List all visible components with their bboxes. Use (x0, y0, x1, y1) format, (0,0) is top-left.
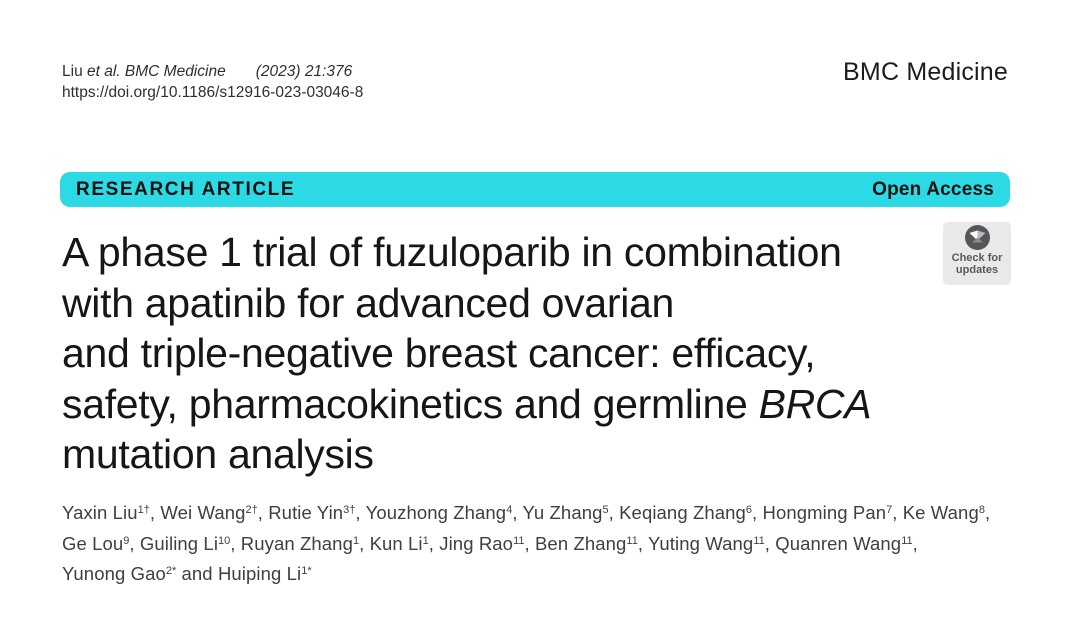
author-name: Rutie Yin (268, 502, 344, 523)
check-for-updates-badge[interactable]: Check for updates (943, 222, 1011, 285)
author-name: Quanren Wang (775, 532, 902, 554)
author-name: Yunong Gao (62, 563, 166, 584)
article-type-banner: RESEARCH ARTICLE Open Access (60, 172, 1010, 207)
citation-source: et al. BMC Medicine (87, 63, 226, 80)
author-affiliation-sup: 6 (745, 504, 753, 516)
article-type-label: RESEARCH ARTICLE (76, 178, 296, 200)
author-name: Jing Rao (439, 532, 514, 554)
author-affiliation-sup: 1* (301, 565, 312, 577)
article-title-line: safety, pharmacokinetics and germline BR… (62, 380, 872, 427)
author-name: Yaxin Liu (62, 502, 138, 523)
crossmark-icon (964, 222, 991, 251)
author-name: Huiping Li (217, 563, 302, 584)
author-name: Ruyan Zhang (240, 532, 353, 554)
article-title-line: and triple-negative breast cancer: effic… (62, 330, 816, 376)
doi-link[interactable]: https://doi.org/10.1186/s12916-023-03046… (62, 84, 364, 101)
article-title: A phase 1 trial of fuzuloparib in combin… (62, 227, 947, 480)
author-affiliation-sup: 11 (753, 534, 765, 547)
author-list-line: Yunong Gao2* and Huiping Li1* (62, 563, 312, 584)
crossmark-label-line1: Check for (951, 252, 1003, 264)
author-affiliation-sup: 11 (513, 534, 525, 547)
author-name: Wei Wang (160, 502, 246, 523)
author-name: Guiling Li (139, 532, 219, 554)
author-affiliation-sup: 9 (123, 534, 130, 547)
author-affiliation-sup: 2† (245, 504, 258, 516)
author-affiliation-sup: 3† (343, 504, 356, 516)
author-name: Kun Li (369, 532, 423, 554)
author-affiliation-sup: 7 (886, 504, 893, 516)
journal-name: BMC Medicine (843, 58, 1008, 86)
author-name: Keqiang Zhang (619, 502, 746, 523)
article-title-line: with apatinib for advanced ovarian (62, 279, 675, 326)
author-list-line: Yaxin Liu1†, Wei Wang2†, Rutie Yin3†, Yo… (62, 502, 991, 523)
author-affiliation-sup: 2* (165, 565, 177, 577)
author-affiliation-sup: 11 (626, 534, 638, 547)
author-list-line: Ge Lou9, Guiling Li10, Ruyan Zhang1, Kun… (62, 532, 918, 554)
author-affiliation-sup: 11 (901, 534, 913, 547)
citation-ref: (2023) 21:376 (255, 63, 353, 80)
author-affiliation-sup: 1 (422, 534, 429, 547)
author-name: Yu Zhang (522, 502, 603, 523)
crossmark-label-line2: updates (955, 264, 999, 276)
author-affiliation-sup: 4 (506, 504, 513, 516)
author-name: Ke Wang (902, 502, 979, 523)
author-affiliation-sup: 8 (978, 504, 985, 516)
author-affiliation-sup: 1† (137, 504, 150, 516)
author-name: Ben Zhang (534, 532, 627, 554)
citation-line: Liu et al. BMC Medicine (2023) 21:376 (62, 60, 352, 84)
author-list: Yaxin Liu1†, Wei Wang2†, Rutie Yin3†, Yo… (62, 498, 1022, 590)
author-affiliation-sup: 1 (352, 534, 360, 547)
author-name: Yuting Wang (647, 532, 754, 554)
article-title-line: A phase 1 trial of fuzuloparib in combin… (62, 229, 842, 275)
author-affiliation-sup: 5 (602, 504, 609, 516)
author-name: Youzhong Zhang (365, 502, 507, 523)
citation-authors: Liu (62, 63, 87, 80)
author-name: Ge Lou (62, 532, 124, 554)
author-affiliation-sup: 10 (218, 534, 231, 547)
author-name: Hongming Pan (762, 502, 887, 523)
open-access-label: Open Access (872, 178, 994, 200)
article-title-line: mutation analysis (62, 431, 374, 477)
